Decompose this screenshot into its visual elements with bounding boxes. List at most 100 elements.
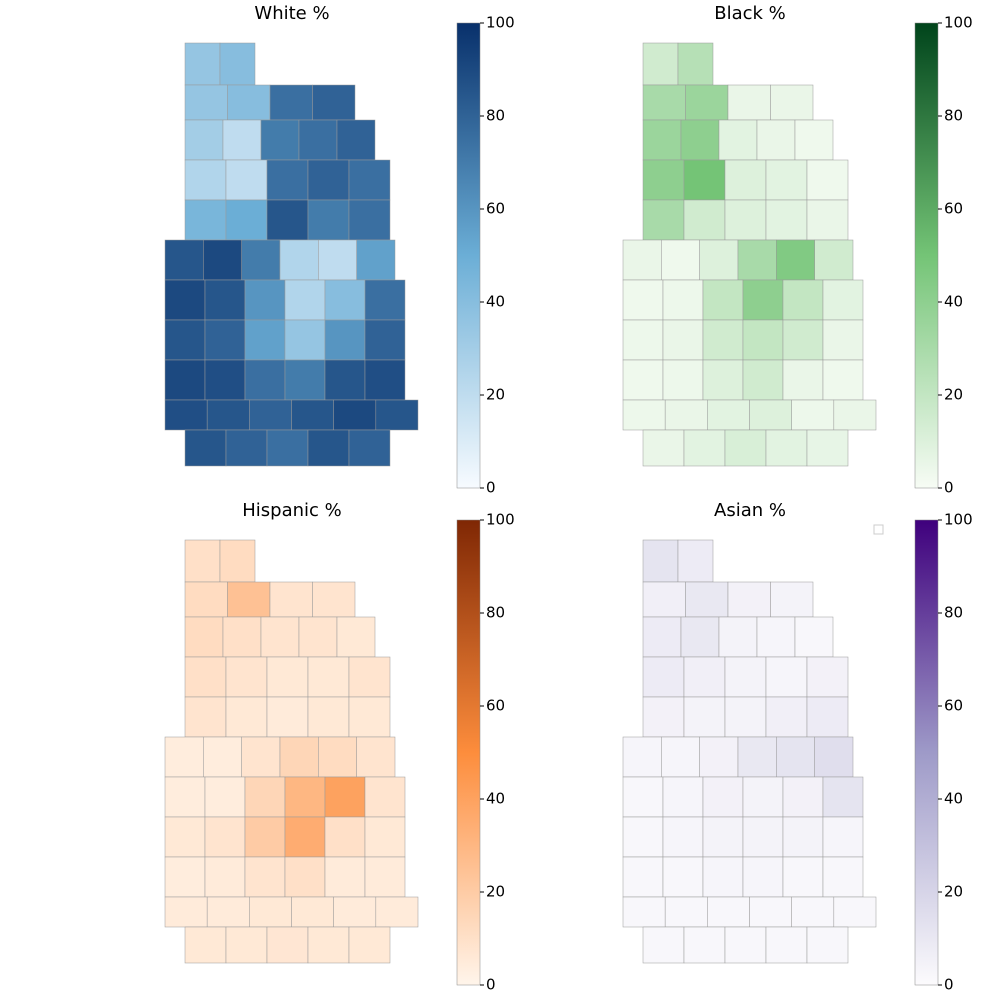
- neighborhood: [164, 856, 206, 898]
- neighborhood: [348, 199, 391, 241]
- neighborhood: [664, 896, 708, 928]
- neighborhood: [702, 776, 744, 818]
- neighborhood: [622, 239, 662, 281]
- neighborhood: [225, 696, 268, 738]
- neighborhood: [791, 896, 835, 928]
- neighborhood: [164, 399, 208, 431]
- neighborhood: [204, 359, 246, 401]
- neighborhood: [164, 359, 206, 401]
- neighborhood: [642, 84, 686, 121]
- neighborhood: [622, 279, 664, 321]
- neighborhood: [164, 776, 206, 818]
- neighborhood: [284, 319, 326, 361]
- colorbar: [914, 519, 939, 986]
- neighborhood: [756, 119, 796, 161]
- neighborhood: [822, 359, 864, 401]
- neighborhood: [833, 399, 877, 431]
- neighborhood: [333, 399, 377, 431]
- colorbar-tick-label: 0: [944, 479, 954, 497]
- neighborhood: [279, 736, 319, 778]
- colorbar-tick-label: 60: [944, 200, 963, 218]
- colorbar: [456, 22, 481, 489]
- neighborhood: [806, 429, 849, 467]
- neighborhood: [822, 856, 864, 898]
- neighborhood: [622, 816, 664, 858]
- neighborhood: [307, 159, 350, 201]
- neighborhood: [662, 319, 704, 361]
- neighborhood: [244, 279, 286, 321]
- neighborhood: [244, 856, 286, 898]
- neighborhood: [806, 159, 849, 201]
- neighborhood: [227, 84, 271, 121]
- neighborhood: [244, 776, 286, 818]
- neighborhood: [184, 119, 224, 161]
- neighborhood: [814, 239, 854, 281]
- neighborhood: [794, 119, 834, 161]
- neighborhood: [356, 736, 396, 778]
- neighborhood: [765, 199, 808, 241]
- colorbar: [456, 519, 481, 986]
- colorbar-tick-label: 80: [486, 107, 505, 125]
- colorbar-tick-label: 100: [486, 511, 515, 529]
- neighborhood: [312, 581, 356, 618]
- neighborhood: [685, 84, 729, 121]
- neighborhood: [244, 359, 286, 401]
- neighborhood: [622, 399, 666, 431]
- neighborhood: [724, 696, 767, 738]
- neighborhood: [222, 119, 262, 161]
- neighborhood: [324, 776, 366, 818]
- neighborhood: [279, 239, 319, 281]
- neighborhood: [680, 616, 720, 658]
- neighborhood: [164, 239, 204, 281]
- neighborhood: [266, 429, 309, 467]
- neighborhood: [765, 926, 808, 964]
- colorbar-tick-label: 80: [944, 604, 963, 622]
- neighborhood: [749, 399, 792, 431]
- map-title: Black %: [714, 3, 786, 24]
- neighborhood: [291, 399, 334, 431]
- neighborhood: [702, 856, 744, 898]
- neighborhood: [336, 616, 376, 658]
- colorbar-tick-label: 80: [944, 107, 963, 125]
- neighborhood: [266, 159, 309, 201]
- neighborhood: [225, 656, 268, 698]
- neighborhood: [622, 359, 664, 401]
- neighborhood: [683, 926, 726, 964]
- neighborhood: [662, 359, 704, 401]
- neighborhood: [683, 199, 726, 241]
- neighborhood: [284, 359, 326, 401]
- neighborhood: [718, 119, 758, 161]
- neighborhood: [269, 84, 313, 121]
- neighborhood: [765, 429, 808, 467]
- neighborhood: [822, 816, 864, 858]
- neighborhood: [284, 279, 326, 321]
- colorbar-tick-label: 60: [944, 697, 963, 715]
- neighborhood: [749, 896, 792, 928]
- neighborhood: [324, 816, 366, 858]
- colorbar: [914, 22, 939, 489]
- neighborhood: [702, 359, 744, 401]
- neighborhood: [249, 399, 292, 431]
- neighborhood: [642, 696, 685, 738]
- neighborhood: [782, 776, 824, 818]
- neighborhood: [348, 696, 391, 738]
- neighborhood: [364, 816, 406, 858]
- neighborhood: [348, 159, 391, 201]
- neighborhood: [677, 539, 714, 583]
- neighborhood: [333, 896, 377, 928]
- colorbar-tick-label: 40: [944, 790, 963, 808]
- neighborhood: [225, 199, 268, 241]
- empty-legend: [873, 524, 884, 535]
- neighborhood: [662, 856, 704, 898]
- neighborhood: [324, 279, 366, 321]
- neighborhood: [219, 42, 256, 86]
- neighborhood: [284, 856, 326, 898]
- neighborhood: [683, 696, 726, 738]
- neighborhood: [685, 581, 729, 618]
- map-title: Asian %: [714, 500, 786, 521]
- colorbar-tick-label: 20: [944, 386, 963, 404]
- neighborhood: [184, 926, 227, 964]
- neighborhood: [184, 696, 227, 738]
- neighborhood: [298, 119, 338, 161]
- colorbar-tick-label: 60: [486, 200, 505, 218]
